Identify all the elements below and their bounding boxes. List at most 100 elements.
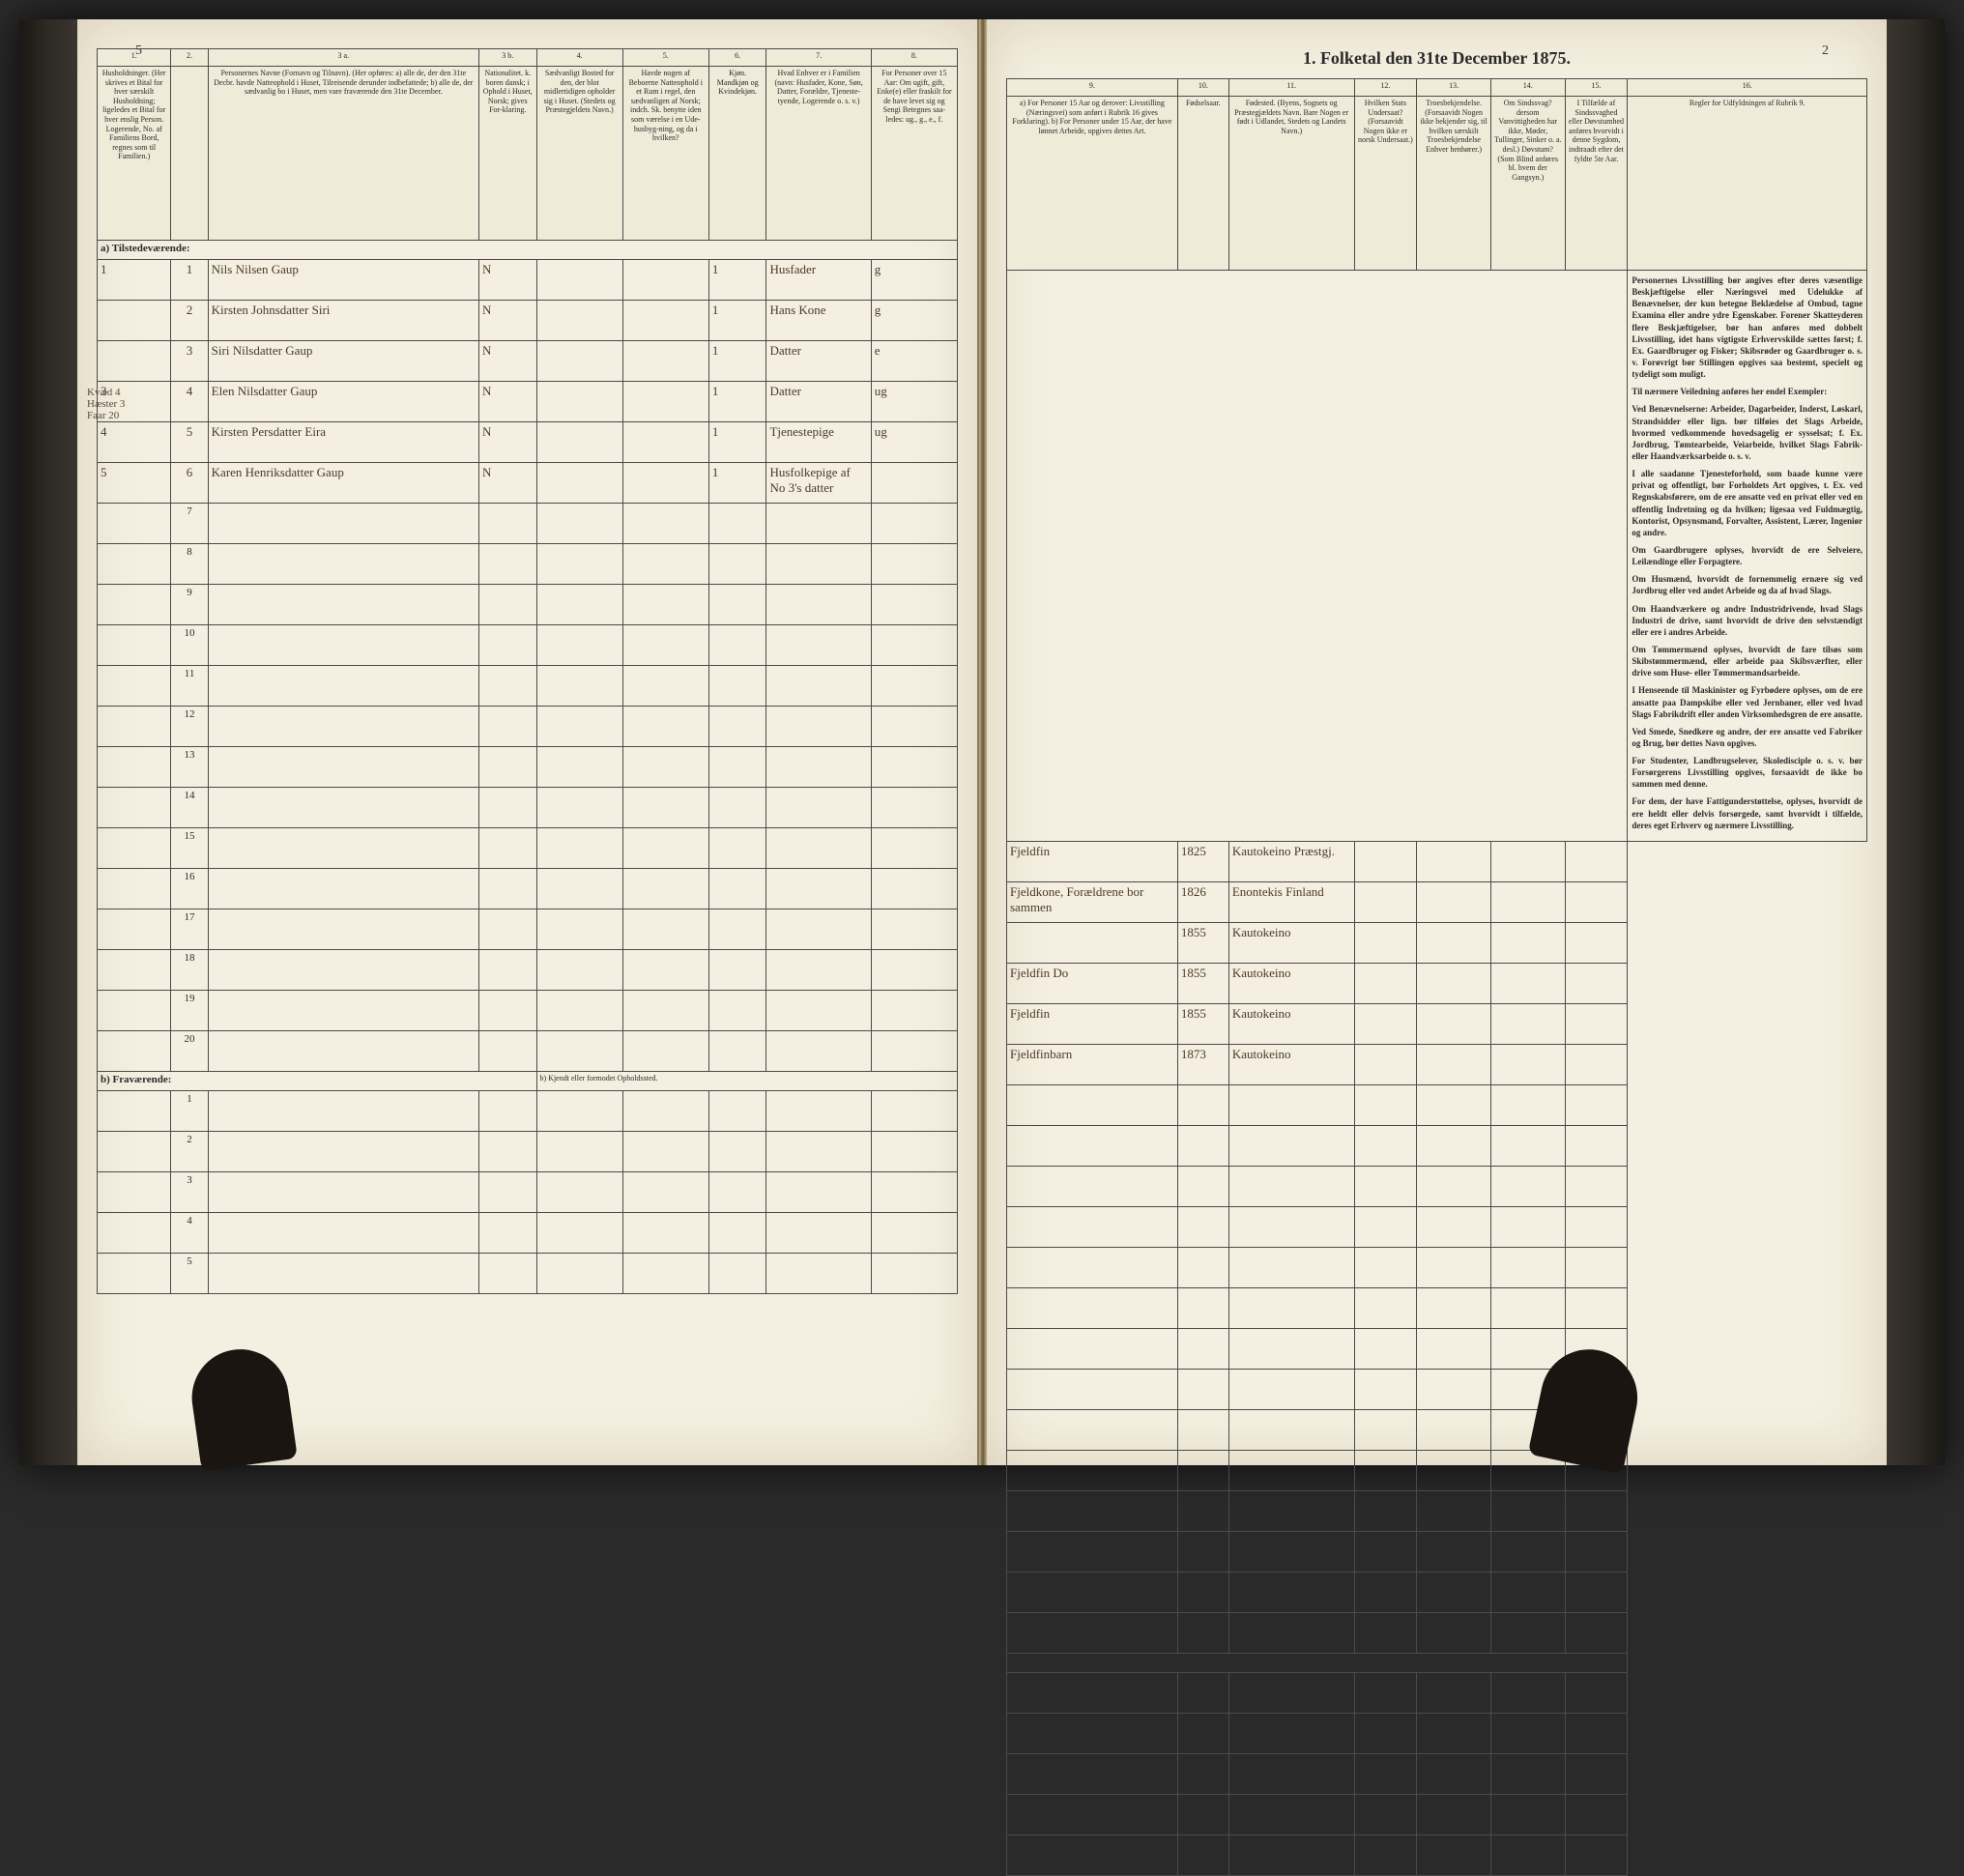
col-head: Om Sindssvag? dersom Vanvittigheden har …	[1490, 97, 1565, 271]
cell-state	[1354, 881, 1417, 922]
cell-year: 1855	[1177, 1003, 1228, 1044]
cell-nat: N	[478, 422, 536, 463]
cell-cond	[1490, 841, 1565, 881]
cell-family: Husfolkepige af No 3's datter	[766, 463, 871, 504]
cell-state	[1354, 1044, 1417, 1084]
cell-rom	[622, 463, 708, 504]
cell-rom	[622, 422, 708, 463]
cell-sex: 1	[708, 463, 766, 504]
table-row: 1855 Kautokeino	[1007, 922, 1867, 963]
cell-place: Kautokeino	[1228, 922, 1354, 963]
table-row: 3 Siri Nilsdatter Gaup N 1 Datter e	[98, 341, 958, 382]
section-present: a) Tilstedeværende:	[98, 241, 958, 260]
cell-name: Nils Nilsen Gaup	[208, 260, 478, 301]
table-row-empty: 12	[98, 707, 958, 747]
table-row-empty	[1007, 1612, 1867, 1653]
table-row-empty	[1007, 1206, 1867, 1247]
book-spine-right	[1887, 19, 1945, 1465]
table-row-empty: 11	[98, 666, 958, 707]
cell-place: Kautokeino	[1228, 1044, 1354, 1084]
cell-civil	[871, 463, 957, 504]
col-head: Havde nogen af Beboerne Natteophold i et…	[622, 67, 708, 241]
cell-name: Elen Nilsdatter Gaup	[208, 382, 478, 422]
col-num: 15.	[1565, 79, 1628, 97]
table-row-absent	[1007, 1834, 1867, 1875]
cell-name: Kirsten Persdatter Eira	[208, 422, 478, 463]
col-num: 7.	[766, 49, 871, 67]
cell-rom	[622, 382, 708, 422]
rules-paragraph: Om Gaardbrugere oplyses, hvorvidt de ere…	[1632, 544, 1863, 567]
table-row-absent: 1	[98, 1091, 958, 1132]
cell-household	[98, 301, 171, 341]
cell-faith	[1417, 922, 1491, 963]
table-row: 4 5 Kirsten Persdatter Eira N 1 Tjeneste…	[98, 422, 958, 463]
table-row-empty	[1007, 1369, 1867, 1409]
cell-occ	[1007, 922, 1178, 963]
cell-place: Kautokeino	[1228, 963, 1354, 1003]
cell-rownum: 5	[171, 422, 208, 463]
cell-place: Enontekis Finland	[1228, 881, 1354, 922]
cell-name: Siri Nilsdatter Gaup	[208, 341, 478, 382]
cell-nat: N	[478, 301, 536, 341]
cell-nat: N	[478, 382, 536, 422]
census-table-left: 1. 2. 3 a. 3 b. 4. 5. 6. 7. 8. Husholdni…	[97, 48, 958, 1294]
table-row-empty	[1007, 1084, 1867, 1125]
col-head: Hvad Enhver er i Familien (navn: Husfade…	[766, 67, 871, 241]
cell-year: 1855	[1177, 922, 1228, 963]
rules-paragraph: Ved Benævnelserne: Arbeider, Dagarbeider…	[1632, 403, 1863, 462]
col-head: Sædvanligt Bosted for den, der blot midl…	[536, 67, 622, 241]
cell-bosted	[536, 382, 622, 422]
col-head: Hvilken Stats Undersaat? (Forsaavidt Nog…	[1354, 97, 1417, 271]
cell-bosted	[536, 422, 622, 463]
cell-place: Kautokeino Præstgj.	[1228, 841, 1354, 881]
cell-household: 1	[98, 260, 171, 301]
col-head: Troesbekjendelse. (Forsaavidt Nogen ikke…	[1417, 97, 1491, 271]
table-row: 1 1 Nils Nilsen Gaup N 1 Husfader g	[98, 260, 958, 301]
cell-cond	[1490, 1003, 1565, 1044]
col-head: Kjøn. Mandkjøn og Kvindekjøn.	[708, 67, 766, 241]
table-row: Fjeldfin 1855 Kautokeino	[1007, 1003, 1867, 1044]
column-number-row: 1. 2. 3 a. 3 b. 4. 5. 6. 7. 8.	[98, 49, 958, 67]
col-head: Nationalitet. k. boren dansk; i Ophold i…	[478, 67, 536, 241]
thumb-shadow	[186, 1343, 298, 1472]
table-row-absent: 5	[98, 1254, 958, 1294]
cell-occ: Fjeldfin	[1007, 841, 1178, 881]
table-row: Fjeldfin 1825 Kautokeino Præstgj.	[1007, 841, 1867, 881]
col-head: Personernes Navne (Fornavn og Tilnavn). …	[208, 67, 478, 241]
cell-faith	[1417, 881, 1491, 922]
rules-text: Personernes Livsstilling bør angives eft…	[1628, 271, 1866, 841]
cell-family: Datter	[766, 382, 871, 422]
table-row-absent	[1007, 1713, 1867, 1753]
table-row-absent: 2	[98, 1132, 958, 1172]
table-row-empty: 19	[98, 991, 958, 1031]
table-row-empty: 18	[98, 950, 958, 991]
rules-paragraph: Ved Smede, Snedkere og andre, der ere an…	[1632, 726, 1863, 749]
col-head: For Personer over 15 Aar: Om ugift, gift…	[871, 67, 957, 241]
cell-civil: g	[871, 301, 957, 341]
col-num: 8.	[871, 49, 957, 67]
rules-paragraph: Om Tømmermænd oplyses, hvorvidt de fare …	[1632, 644, 1863, 678]
cell-rownum: 6	[171, 463, 208, 504]
table-row-absent	[1007, 1794, 1867, 1834]
table-row-empty	[1007, 1450, 1867, 1490]
cell-family: Husfader	[766, 260, 871, 301]
cell-state	[1354, 1003, 1417, 1044]
cell-civil: ug	[871, 382, 957, 422]
book-spine-left	[19, 19, 77, 1465]
cell-cond	[1490, 963, 1565, 1003]
table-row-empty	[1007, 1125, 1867, 1166]
table-row-empty: 15	[98, 828, 958, 869]
cell-faith	[1417, 1044, 1491, 1084]
table-row-empty: 9	[98, 585, 958, 625]
cell-age5	[1565, 963, 1628, 1003]
cell-rownum: 3	[171, 341, 208, 382]
table-row-empty	[1007, 1490, 1867, 1531]
cell-nat: N	[478, 341, 536, 382]
cell-sex: 1	[708, 422, 766, 463]
col-num: 9.	[1007, 79, 1178, 97]
cell-rownum: 4	[171, 382, 208, 422]
cell-faith	[1417, 963, 1491, 1003]
cell-cond	[1490, 1044, 1565, 1084]
page-title: 1. Folketal den 31te December 1875.	[1006, 48, 1867, 69]
cell-age5	[1565, 922, 1628, 963]
